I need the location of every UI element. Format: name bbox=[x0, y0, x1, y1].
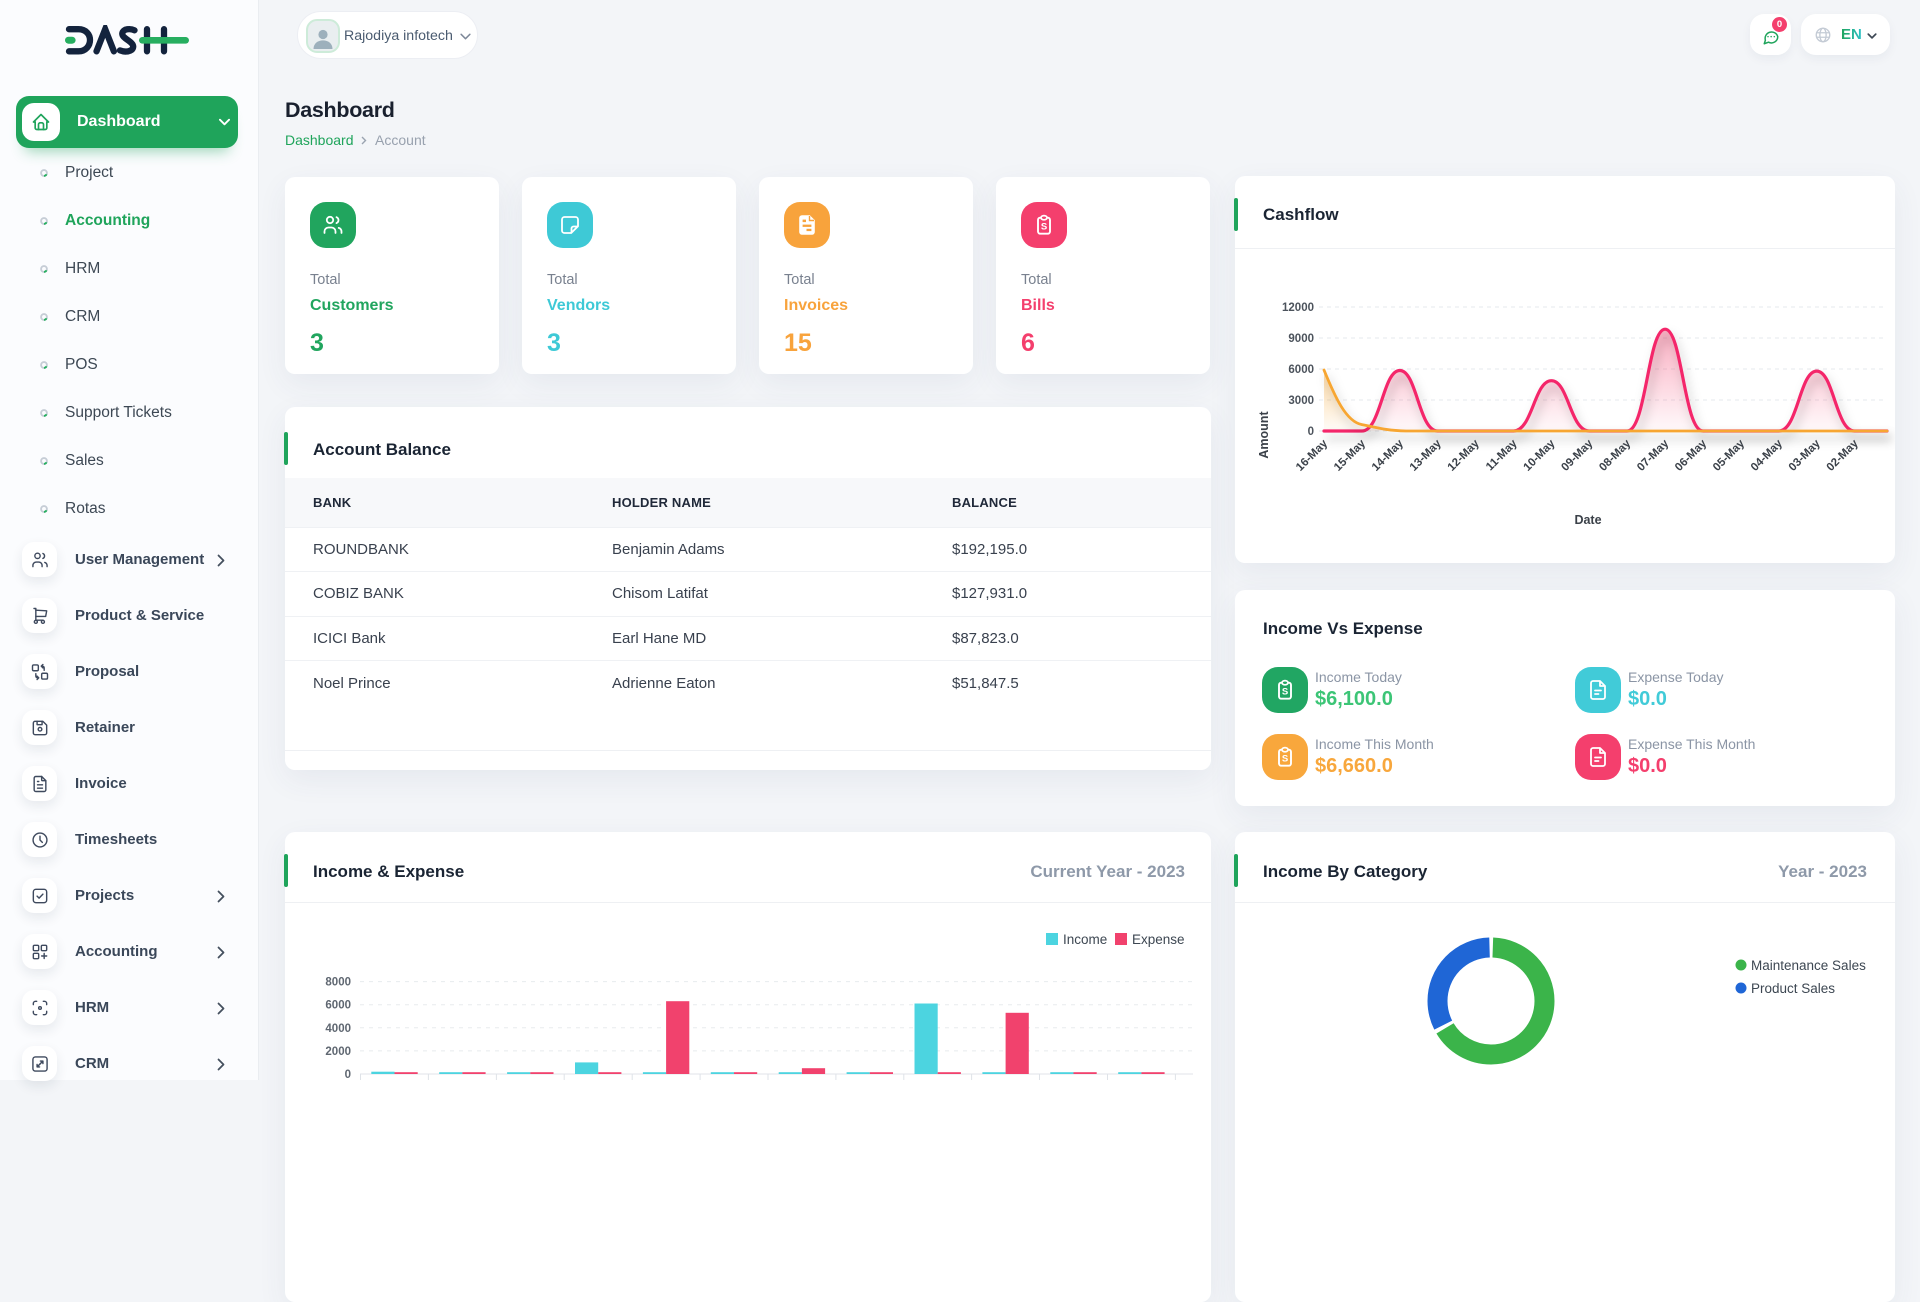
svg-text:13-May: 13-May bbox=[1408, 437, 1444, 473]
svg-text:12000: 12000 bbox=[1282, 302, 1314, 314]
svg-text:S: S bbox=[1282, 686, 1288, 697]
svg-text:11-May: 11-May bbox=[1484, 437, 1520, 473]
svg-text:02-May: 02-May bbox=[1825, 437, 1861, 473]
svg-text:0: 0 bbox=[345, 1069, 351, 1081]
svg-text:04-May: 04-May bbox=[1749, 437, 1785, 473]
svg-text:03-May: 03-May bbox=[1787, 437, 1823, 473]
svg-text:3000: 3000 bbox=[1288, 395, 1314, 407]
svg-text:08-May: 08-May bbox=[1597, 437, 1633, 473]
svg-text:Amount: Amount bbox=[1257, 411, 1271, 459]
svg-text:Income: Income bbox=[1063, 932, 1107, 947]
svg-text:12-May: 12-May bbox=[1446, 437, 1482, 473]
svg-text:14-May: 14-May bbox=[1370, 437, 1406, 473]
svg-text:Maintenance Sales: Maintenance Sales bbox=[1751, 958, 1866, 973]
svg-text:05-May: 05-May bbox=[1711, 437, 1747, 473]
svg-text:Expense: Expense bbox=[1132, 932, 1185, 947]
svg-text:09-May: 09-May bbox=[1559, 437, 1595, 473]
svg-text:15-May: 15-May bbox=[1332, 437, 1368, 473]
svg-text:4000: 4000 bbox=[325, 1023, 351, 1035]
svg-text:6000: 6000 bbox=[1288, 364, 1314, 376]
svg-text:16-May: 16-May bbox=[1294, 437, 1330, 473]
svg-text:0: 0 bbox=[1308, 426, 1314, 438]
svg-text:8000: 8000 bbox=[325, 977, 351, 989]
svg-text:S: S bbox=[1282, 753, 1288, 764]
svg-text:Date: Date bbox=[1574, 513, 1601, 527]
svg-text:Product Sales: Product Sales bbox=[1751, 981, 1835, 996]
svg-text:2000: 2000 bbox=[325, 1046, 351, 1058]
svg-text:9000: 9000 bbox=[1288, 333, 1314, 345]
svg-text:07-May: 07-May bbox=[1635, 437, 1671, 473]
svg-text:S: S bbox=[1041, 221, 1047, 232]
svg-text:06-May: 06-May bbox=[1673, 437, 1709, 473]
svg-text:10-May: 10-May bbox=[1521, 437, 1557, 473]
svg-text:6000: 6000 bbox=[325, 1000, 351, 1012]
